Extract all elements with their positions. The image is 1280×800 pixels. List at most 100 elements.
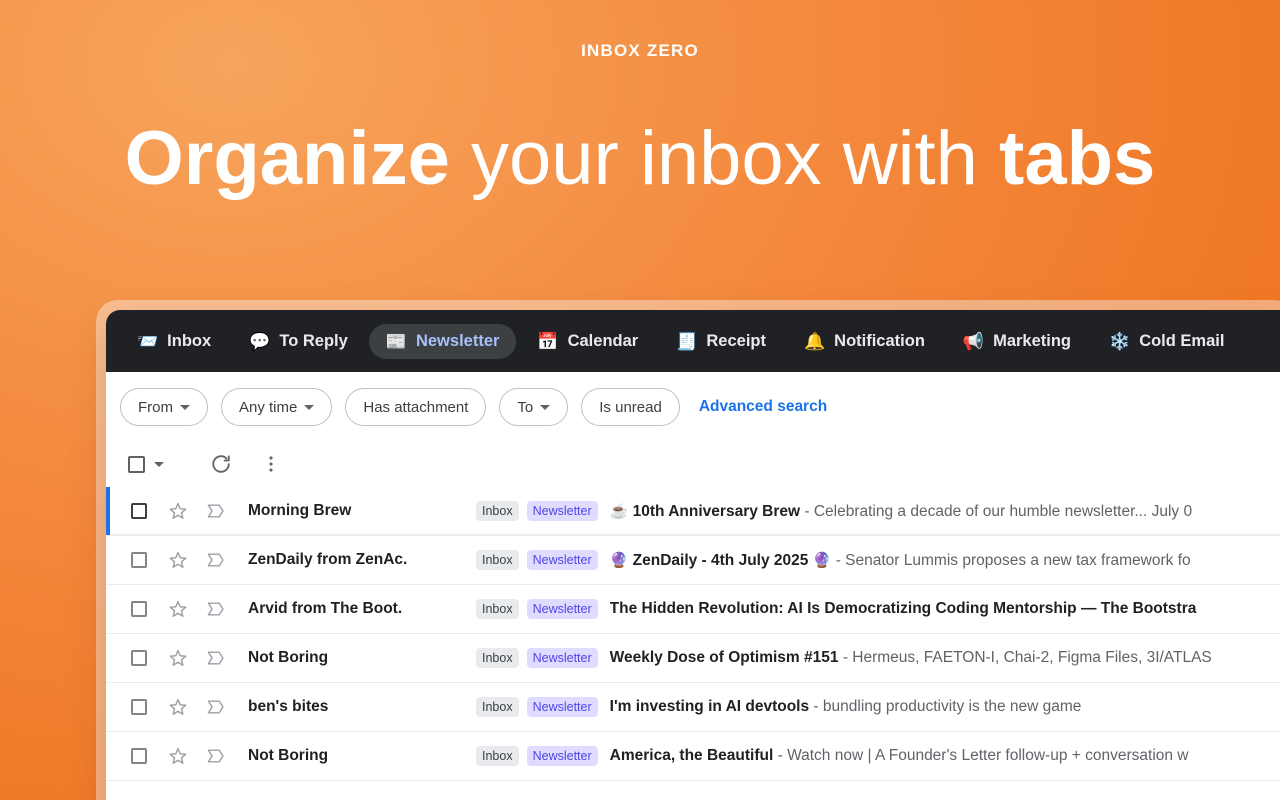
- important-marker-icon[interactable]: [205, 599, 225, 619]
- email-subject: The Hidden Revolution: AI Is Democratizi…: [609, 600, 1197, 617]
- label-newsletter[interactable]: Newsletter: [526, 549, 598, 571]
- tab-marketing[interactable]: 📢 Marketing: [946, 324, 1088, 359]
- important-marker-icon[interactable]: [205, 648, 225, 668]
- email-row-checkbox[interactable]: [131, 552, 147, 568]
- refresh-icon[interactable]: [209, 452, 233, 476]
- label-newsletter[interactable]: Newsletter: [526, 745, 598, 767]
- filter-chip-label: Any time: [239, 398, 298, 416]
- star-icon[interactable]: [168, 746, 188, 766]
- tab-inbox[interactable]: 📨 Inbox: [120, 324, 228, 359]
- important-marker-icon[interactable]: [205, 746, 225, 766]
- app-window: 📨 Inbox 💬 To Reply 📰 Newsletter 📅 Calendar 🧾 Rece…: [106, 310, 1280, 800]
- tab-label: To Reply: [279, 331, 348, 350]
- tab-newsletter[interactable]: 📰 Newsletter: [368, 323, 517, 359]
- filter-chip-from[interactable]: From: [120, 388, 208, 426]
- inbox-tray-icon: 📨: [137, 331, 159, 351]
- filter-chip-is-unread[interactable]: Is unread: [581, 388, 680, 426]
- filter-chip-has-attachment[interactable]: Has attachment: [345, 388, 487, 426]
- filter-chip-label: To: [517, 398, 534, 416]
- important-marker-icon[interactable]: [205, 697, 225, 717]
- label-inbox[interactable]: Inbox: [476, 598, 519, 620]
- advanced-search-link[interactable]: Advanced search: [698, 398, 828, 415]
- email-row[interactable]: Morning Brew Inbox Newsletter ☕ 10th Annive…: [106, 487, 1280, 536]
- tab-notification[interactable]: 🔔 Notification: [787, 324, 942, 359]
- email-labels: Inbox Newsletter: [476, 647, 598, 669]
- subject-emoji-icon: ☕: [609, 502, 629, 520]
- hero-section: INBOX ZERO Organize your inbox with tabs: [0, 0, 1280, 197]
- star-icon[interactable]: [168, 648, 188, 668]
- label-inbox[interactable]: Inbox: [476, 549, 519, 571]
- email-subject: 10th Anniversary Brew: [632, 502, 801, 520]
- tab-calendar[interactable]: 📅 Calendar: [520, 324, 655, 359]
- email-row[interactable]: Not Boring Inbox Newsletter America, the Be…: [106, 732, 1280, 781]
- email-list: Morning Brew Inbox Newsletter ☕ 10th Annive…: [106, 487, 1280, 781]
- bell-icon: 🔔: [803, 331, 826, 351]
- filter-chip-to[interactable]: To: [499, 388, 569, 426]
- email-row-checkbox[interactable]: [131, 699, 147, 715]
- email-labels: Inbox Newsletter: [476, 696, 598, 718]
- label-inbox[interactable]: Inbox: [476, 500, 519, 522]
- email-sender: Not Boring: [248, 747, 329, 764]
- speech-balloon-icon: 💬: [249, 331, 271, 351]
- email-labels: Inbox Newsletter: [476, 549, 598, 571]
- email-sender: ZenDaily from ZenAc.: [248, 551, 408, 568]
- star-icon[interactable]: [168, 550, 188, 570]
- tab-receipt[interactable]: 🧾 Receipt: [659, 324, 783, 359]
- tab-label: Cold Email: [1139, 331, 1225, 350]
- email-snippet: - Senator Lummis proposes a new tax fram…: [831, 551, 1191, 569]
- headline-emphasis-start: Organize: [124, 116, 450, 201]
- subject-emoji-trailing-icon: 🔮: [812, 551, 832, 569]
- email-body-preview: America, the Beautiful - Watch now | A F…: [610, 747, 1280, 765]
- select-dropdown-caret-icon[interactable]: [154, 461, 164, 467]
- email-subject: ZenDaily - 4th July 2025: [632, 551, 809, 569]
- tab-to-reply[interactable]: 💬 To Reply: [232, 324, 365, 359]
- row-selection-accent: [106, 585, 110, 633]
- tab-label: Inbox: [167, 331, 212, 350]
- email-row-checkbox[interactable]: [131, 601, 147, 617]
- row-selection-accent: [106, 732, 110, 780]
- label-newsletter[interactable]: Newsletter: [526, 696, 598, 718]
- email-body-preview: Weekly Dose of Optimism #151 - Hermeus, …: [610, 649, 1280, 667]
- email-sender: Morning Brew: [248, 502, 352, 519]
- tab-label: Marketing: [993, 331, 1072, 350]
- star-icon[interactable]: [168, 501, 188, 521]
- email-snippet: - Celebrating a decade of our humble new…: [800, 502, 1193, 520]
- chevron-down-icon: [540, 404, 551, 410]
- tab-label: Receipt: [706, 331, 766, 350]
- email-row-checkbox[interactable]: [131, 503, 147, 519]
- row-selection-accent: [106, 487, 110, 535]
- tab-cold-email[interactable]: ❄️ Cold Email: [1092, 324, 1241, 359]
- email-row-checkbox[interactable]: [131, 650, 147, 666]
- email-sender: Not Boring: [248, 649, 329, 666]
- important-marker-icon[interactable]: [205, 550, 225, 570]
- email-row[interactable]: ZenDaily from ZenAc. Inbox Newsletter 🔮 Zen…: [106, 536, 1280, 585]
- newspaper-icon: 📰: [385, 331, 407, 351]
- label-newsletter[interactable]: Newsletter: [526, 647, 598, 669]
- star-icon[interactable]: [168, 697, 188, 717]
- star-icon[interactable]: [168, 599, 188, 619]
- label-inbox[interactable]: Inbox: [476, 696, 519, 718]
- more-options-icon[interactable]: [259, 452, 283, 476]
- label-inbox[interactable]: Inbox: [476, 647, 519, 669]
- tab-label: Notification: [834, 331, 925, 350]
- label-newsletter[interactable]: Newsletter: [526, 598, 598, 620]
- email-sender: Arvid from The Boot.: [248, 600, 403, 617]
- app-window-frame: 📨 Inbox 💬 To Reply 📰 Newsletter 📅 Calendar 🧾 Rece…: [96, 300, 1280, 800]
- email-row[interactable]: ben's bites Inbox Newsletter I'm investing …: [106, 683, 1280, 732]
- filter-chip-label: Has attachment: [363, 398, 469, 416]
- important-marker-icon[interactable]: [205, 501, 225, 521]
- email-row[interactable]: Arvid from The Boot. Inbox Newsletter The H…: [106, 585, 1280, 634]
- filter-bar: From Any time Has attachment To Is unread Ad…: [106, 372, 1280, 441]
- row-selection-accent: [106, 536, 110, 584]
- label-inbox[interactable]: Inbox: [476, 745, 519, 767]
- email-sender: ben's bites: [248, 698, 329, 715]
- label-newsletter[interactable]: Newsletter: [526, 500, 598, 522]
- email-row-checkbox[interactable]: [131, 748, 147, 764]
- select-all-checkbox[interactable]: [128, 455, 145, 473]
- chevron-down-icon: [304, 404, 315, 410]
- email-row[interactable]: Not Boring Inbox Newsletter Weekly Dose of …: [106, 634, 1280, 683]
- headline-middle: your inbox with: [449, 116, 1000, 201]
- filter-chip-any-time[interactable]: Any time: [221, 388, 333, 426]
- filter-chip-label: From: [138, 398, 173, 416]
- list-toolbar: [106, 441, 1280, 487]
